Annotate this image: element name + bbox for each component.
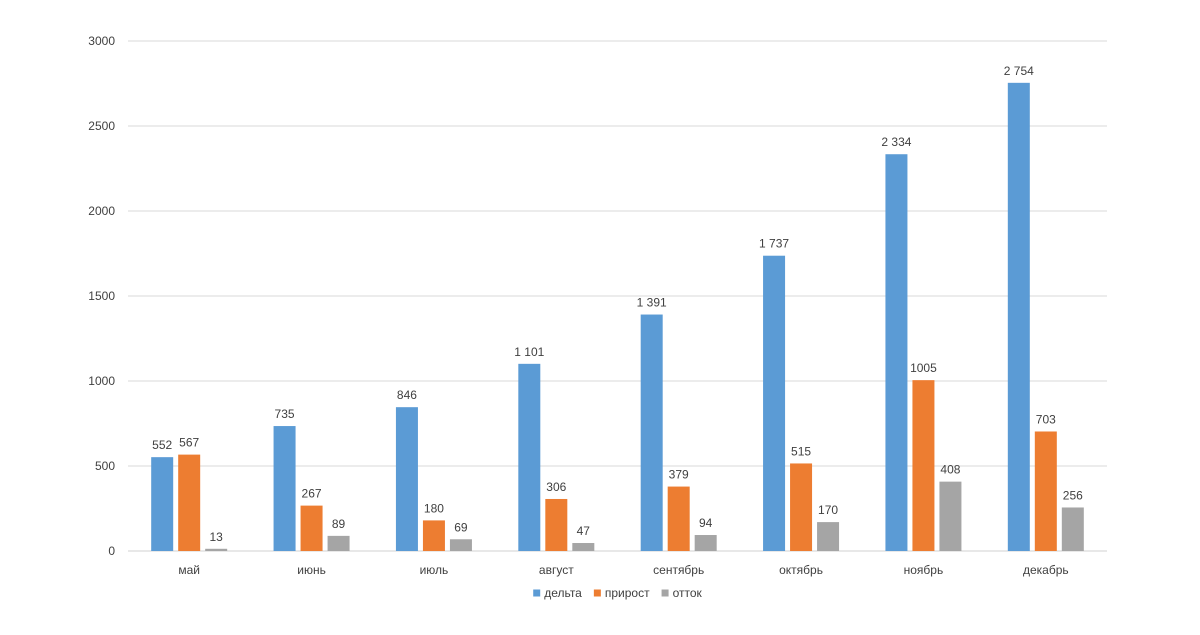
bar-дельта-июнь [273,426,296,551]
bar-дельта-июль [395,407,418,551]
data-label-дельта-сентябрь: 1 391 [637,296,667,310]
data-label-дельта-июнь: 735 [275,407,295,421]
bar-дельта-октябрь [763,255,786,551]
x-category-label: декабрь [1023,563,1069,577]
data-label-прирост-август: 306 [546,480,566,494]
data-label-отток-декабрь: 256 [1063,488,1083,502]
bar-отток-июль [449,539,472,551]
data-label-дельта-декабрь: 2 754 [1004,64,1034,78]
data-label-прирост-июнь: 267 [302,487,322,501]
x-category-label: ноябрь [904,563,944,577]
bar-отток-май [205,548,228,551]
data-label-отток-ноябрь: 408 [940,463,960,477]
data-label-дельта-август: 1 101 [514,345,544,359]
data-label-дельта-май: 552 [152,438,172,452]
data-label-отток-июнь: 89 [332,517,346,531]
bar-прирост-ноябрь [912,380,935,551]
y-tick-label: 1000 [88,374,115,388]
data-label-дельта-октябрь: 1 737 [759,237,789,251]
data-label-отток-июль: 69 [454,520,468,534]
x-category-label: октябрь [779,563,823,577]
data-labels: 552 567 13 735 267 89 846 180 69 1 101 306 47 1 391 3… [152,64,1083,544]
bar-прирост-декабрь [1034,431,1057,551]
data-label-отток-май: 13 [210,530,224,544]
bar-прирост-сентябрь [667,486,690,551]
legend-label: прирост [605,586,650,600]
x-axis-categories: май июнь июль август сентябрь октябрь ноябрь де… [178,563,1068,577]
bars [151,82,1084,551]
legend: дельта прирост отток [533,586,703,600]
legend-item-отток: отток [661,586,703,600]
bar-прирост-октябрь [790,463,813,551]
x-category-label: июль [420,563,449,577]
legend-item-дельта: дельта [533,586,582,600]
legend-swatch [661,589,669,597]
y-tick-label: 1500 [88,289,115,303]
x-category-label: август [539,563,574,577]
bar-дельта-сентябрь [640,314,663,551]
bar-дельта-август [518,363,541,551]
bar-прирост-май [178,454,201,551]
data-label-прирост-июль: 180 [424,501,444,515]
data-label-дельта-июль: 846 [397,388,417,402]
bar-отток-сентябрь [694,535,717,551]
y-axis-ticks: 0 500 1000 1500 2000 2500 3000 [88,34,115,558]
data-label-отток-октябрь: 170 [818,503,838,517]
bar-отток-октябрь [817,522,840,551]
y-tick-label: 0 [108,544,115,558]
bar-прирост-июль [422,520,445,551]
y-tick-label: 2500 [88,119,115,133]
bar-дельта-май [151,457,174,551]
bar-отток-ноябрь [939,481,962,551]
data-label-прирост-октябрь: 515 [791,444,811,458]
bar-отток-июнь [327,535,350,551]
y-tick-label: 2000 [88,204,115,218]
x-category-label: июнь [297,563,326,577]
y-tick-label: 3000 [88,34,115,48]
data-label-прирост-май: 567 [179,436,199,450]
bar-дельта-ноябрь [885,154,908,551]
y-tick-label: 500 [95,459,115,473]
data-label-отток-август: 47 [577,524,591,538]
legend-swatch [593,589,601,597]
legend-label: отток [673,586,703,600]
x-category-label: сентябрь [653,563,704,577]
data-label-отток-сентябрь: 94 [699,516,713,530]
data-label-прирост-сентябрь: 379 [669,468,689,482]
bar-прирост-август [545,498,568,551]
bar-отток-декабрь [1061,507,1084,551]
data-label-прирост-декабрь: 703 [1036,412,1056,426]
legend-item-прирост: прирост [593,586,650,600]
bar-прирост-июнь [300,505,323,551]
data-label-дельта-ноябрь: 2 334 [881,135,911,149]
bar-отток-август [572,543,595,551]
bar-дельта-декабрь [1007,82,1030,551]
data-label-прирост-ноябрь: 1005 [910,361,937,375]
legend-swatch [533,589,541,597]
legend-label: дельта [544,586,582,600]
x-category-label: май [178,563,200,577]
